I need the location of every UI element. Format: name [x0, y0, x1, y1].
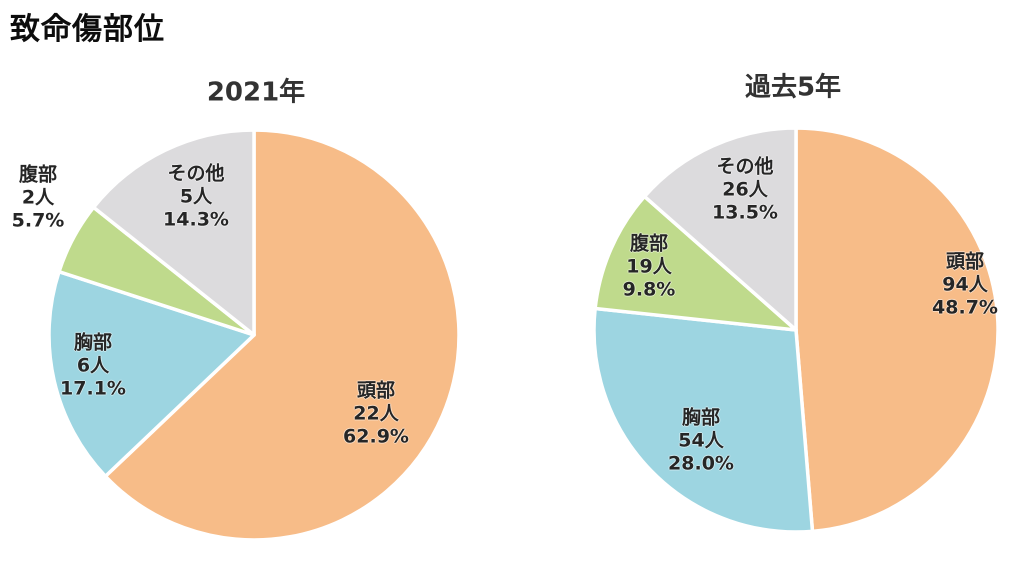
- slice-count: 22人: [353, 402, 399, 425]
- slice-name: その他: [716, 155, 774, 178]
- slice-count: 94人: [942, 273, 988, 296]
- slice-percent: 14.3%: [163, 208, 229, 231]
- slice-name: 頭部: [945, 250, 985, 273]
- pie-slice-胸部: [47, 269, 256, 479]
- slice-count: 26人: [722, 178, 768, 201]
- pie-slice-頭部: [794, 126, 1000, 534]
- slice-name: その他: [167, 162, 225, 185]
- slice-percent: 28.0%: [668, 452, 734, 475]
- slice-label-その他: その他 26人 13.5%: [712, 156, 778, 225]
- slice-count: 54人: [678, 429, 724, 452]
- slice-name: 腹部: [18, 163, 58, 186]
- chart-title-2021: 2021年: [206, 77, 306, 108]
- slice-label-頭部: 頭部 22人 62.9%: [343, 380, 409, 449]
- slice-label-腹部: 腹部 2人 5.7%: [12, 164, 65, 233]
- slice-count: 2人: [21, 186, 55, 209]
- pie-slice-腹部: [593, 194, 798, 332]
- slice-count: 5人: [179, 185, 213, 208]
- pie-chart-過去5年: [592, 126, 1000, 534]
- page-title: 致命傷部位: [10, 12, 165, 47]
- slice-percent: 5.7%: [11, 209, 65, 232]
- slice-name: 胸部: [681, 406, 721, 429]
- slice-label-頭部: 頭部 94人 48.7%: [932, 251, 998, 320]
- slice-name: 腹部: [629, 232, 669, 255]
- slice-name: 頭部: [356, 379, 396, 402]
- slice-count: 19人: [626, 255, 672, 278]
- slice-name: 胸部: [73, 331, 113, 354]
- slice-count: 6人: [76, 354, 110, 377]
- slice-percent: 13.5%: [712, 201, 778, 224]
- slice-label-胸部: 胸部 6人 17.1%: [60, 332, 126, 401]
- chart-title-past5years: 過去5年: [744, 72, 842, 103]
- pie-slice-胸部: [592, 306, 815, 534]
- slice-label-その他: その他 5人 14.3%: [163, 163, 229, 232]
- pie-chart-2021年: [47, 128, 461, 542]
- pie-slice-頭部: [103, 128, 461, 542]
- slice-label-胸部: 胸部 54人 28.0%: [668, 407, 734, 476]
- pie-slice-その他: [642, 126, 798, 332]
- slice-percent: 17.1%: [60, 377, 126, 400]
- slice-percent: 62.9%: [343, 425, 409, 448]
- slice-label-腹部: 腹部 19人 9.8%: [623, 233, 676, 302]
- slice-percent: 48.7%: [932, 296, 998, 319]
- pie-slice-その他: [91, 128, 256, 337]
- slice-percent: 9.8%: [622, 278, 676, 301]
